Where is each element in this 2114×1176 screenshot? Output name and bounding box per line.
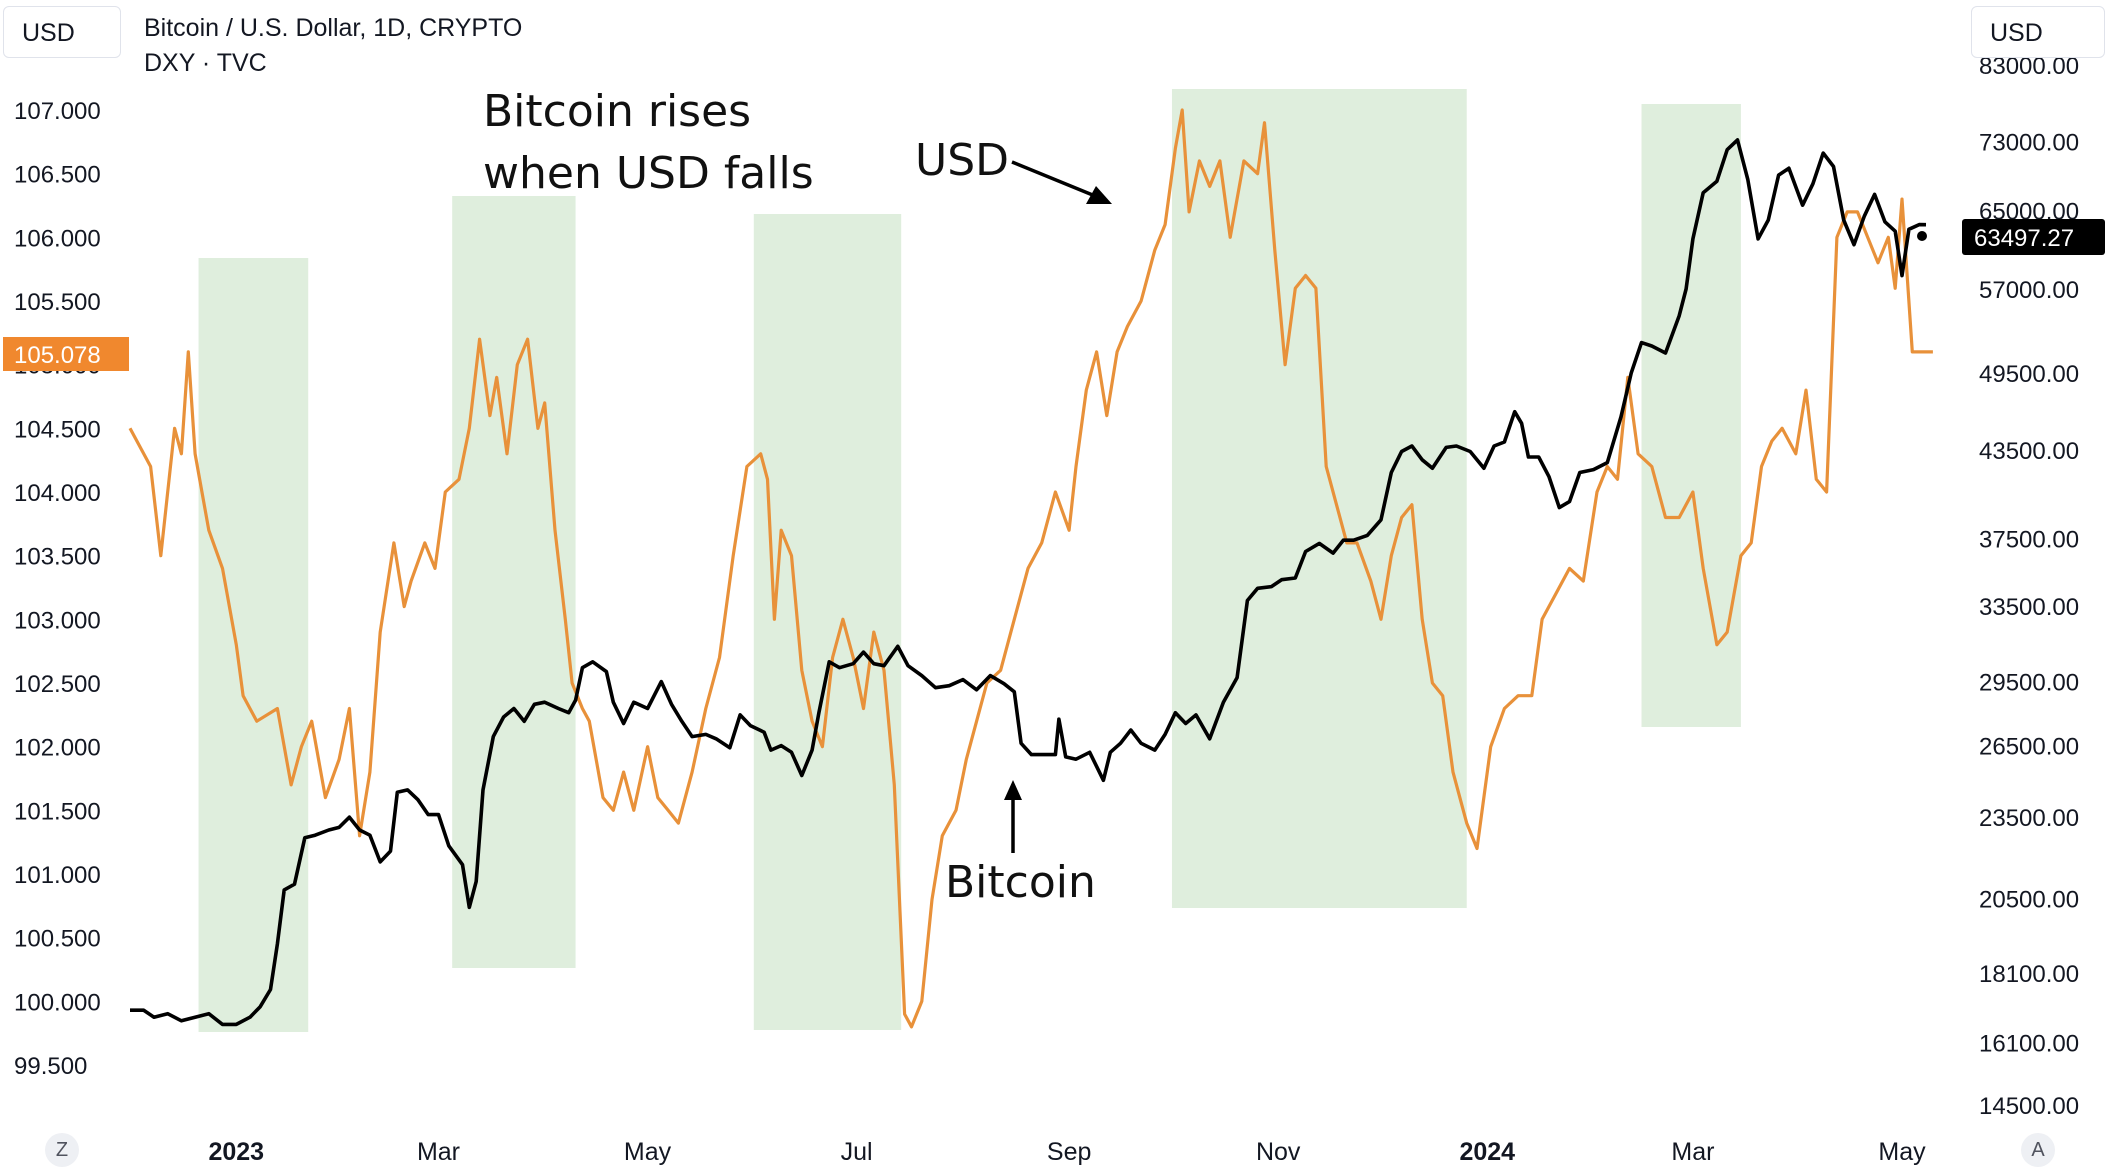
x-tick-label: Mar xyxy=(417,1138,460,1166)
x-tick-label: 2024 xyxy=(1459,1138,1515,1166)
x-tick-label: Nov xyxy=(1256,1138,1301,1166)
left-tick-label: 100.000 xyxy=(14,989,101,1016)
left-tick-label: 104.000 xyxy=(14,480,101,507)
shaded-periods xyxy=(198,89,1741,1032)
left-tick-label: 106.500 xyxy=(14,162,101,189)
shaded-period xyxy=(753,214,902,1030)
right-tick-label: 23500.00 xyxy=(1979,805,2079,832)
annotation-when-usd-falls: when USD falls xyxy=(483,148,814,199)
shaded-period xyxy=(1641,104,1741,727)
right-tick-label: 29500.00 xyxy=(1979,670,2079,697)
right-tick-label: 49500.00 xyxy=(1979,361,2079,388)
dxy-last-price: 105.078 xyxy=(14,342,101,369)
x-tick-label: 2023 xyxy=(208,1138,264,1166)
legend-compare-symbol[interactable]: DXY · TVC xyxy=(144,49,267,77)
legend-main-symbol[interactable]: Bitcoin / U.S. Dollar, 1D, CRYPTO xyxy=(144,14,523,42)
right-tick-label: 26500.00 xyxy=(1979,734,2079,761)
bitcoin-price-line xyxy=(130,138,1927,1027)
shaded-period xyxy=(452,196,576,968)
btc-last-point-dot xyxy=(1917,231,1927,241)
left-tick-label: 103.000 xyxy=(14,607,101,634)
left-tick-label: 101.000 xyxy=(14,862,101,889)
left-tick-label: 107.000 xyxy=(14,98,101,125)
right-tick-label: 57000.00 xyxy=(1979,277,2079,304)
usd-arrow-line xyxy=(1011,160,1101,200)
left-tick-label: 101.500 xyxy=(14,798,101,825)
x-tick-label: May xyxy=(1878,1138,1926,1166)
x-tick-label: Sep xyxy=(1047,1138,1091,1166)
left-tick-label: 104.500 xyxy=(14,416,101,443)
annotation-bitcoin-label: Bitcoin xyxy=(945,857,1096,908)
annotation-bitcoin-rises: Bitcoin rises xyxy=(483,86,751,137)
x-tick-label: May xyxy=(624,1138,672,1166)
btc-last-price-badge xyxy=(1962,219,2105,255)
shaded-period xyxy=(1171,89,1467,908)
usd-arrow-head xyxy=(1086,186,1112,204)
annotation-usd-label: USD xyxy=(915,135,1009,186)
right-tick-label: 18100.00 xyxy=(1979,961,2079,988)
right-tick-label: 37500.00 xyxy=(1979,527,2079,554)
left-currency-button[interactable]: USD xyxy=(3,6,121,58)
right-tick-label: 43500.00 xyxy=(1979,438,2079,465)
right-tick-label: 16100.00 xyxy=(1979,1031,2079,1058)
left-tick-label: 106.000 xyxy=(14,225,101,252)
left-tick-label: 105.500 xyxy=(14,289,101,316)
right-currency-button[interactable]: USD xyxy=(1971,6,2105,58)
right-price-axis: 83000.0073000.0065000.0057000.0049500.00… xyxy=(1979,53,2079,1120)
x-tick-label: Mar xyxy=(1671,1138,1714,1166)
left-price-axis: 107.000106.500106.000105.500105.000104.5… xyxy=(14,98,101,1080)
shaded-period xyxy=(198,258,309,1032)
dxy-last-price-badge xyxy=(3,337,129,371)
left-tick-label: 102.500 xyxy=(14,671,101,698)
annotations: Bitcoin rises when USD falls USD Bitcoin xyxy=(483,86,1112,908)
right-tick-label: 33500.00 xyxy=(1979,594,2079,621)
right-tick-label: 73000.00 xyxy=(1979,130,2079,157)
zoom-button[interactable]: Z xyxy=(45,1133,79,1167)
left-tick-label: 100.500 xyxy=(14,926,101,953)
right-tick-label: 14500.00 xyxy=(1979,1093,2079,1120)
btc-last-price: 63497.27 xyxy=(1974,225,2074,252)
right-tick-label: 20500.00 xyxy=(1979,887,2079,914)
time-axis: 2023 Mar May Jul Sep Nov 2024 Mar May xyxy=(208,1138,1926,1166)
usd-dxy-line xyxy=(128,108,1933,1029)
left-tick-label: 99.500 xyxy=(14,1053,87,1080)
bitcoin-arrow-head xyxy=(1004,780,1022,800)
x-tick-label: Jul xyxy=(841,1138,873,1166)
left-tick-label: 102.000 xyxy=(14,735,101,762)
auto-scale-button[interactable]: A xyxy=(2021,1133,2055,1167)
series-lines xyxy=(128,108,1933,1029)
price-badges: 105.078 63497.27 xyxy=(3,219,2105,371)
left-tick-label: 103.500 xyxy=(14,544,101,571)
